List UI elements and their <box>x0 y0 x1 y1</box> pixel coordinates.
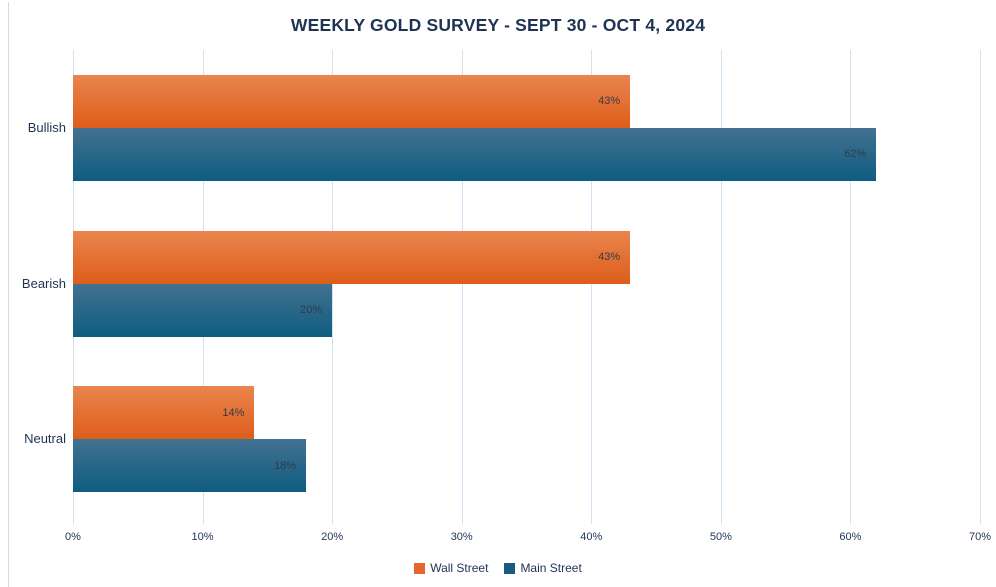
bar-main-street-neutral: 18% <box>73 439 307 493</box>
category-label-bullish: Bullish <box>27 119 66 135</box>
category-label-neutral: Neutral <box>24 431 66 447</box>
bar-wall-street-neutral: 14% <box>73 386 255 440</box>
bar-value-label: 18% <box>274 459 297 472</box>
gridline-60- <box>850 50 852 524</box>
bar-main-street-bullish: 62% <box>73 127 877 181</box>
legend: Wall Street Main Street <box>0 561 996 575</box>
legend-label-main-street: Main Street <box>520 561 582 575</box>
chart-left-border-line <box>8 2 9 587</box>
gridline-50- <box>720 50 722 524</box>
bar-value-label: 62% <box>844 148 867 161</box>
x-tick-label-10-: 10% <box>191 531 214 543</box>
gridline-70- <box>980 50 981 524</box>
legend-item-wall-street: Wall Street <box>414 561 488 575</box>
x-tick-label-20-: 20% <box>321 531 344 543</box>
x-tick-label-50-: 50% <box>709 531 732 543</box>
bar-value-label: 43% <box>598 95 621 108</box>
legend-swatch-main-street <box>504 562 516 574</box>
x-tick-label-60-: 60% <box>839 531 862 543</box>
x-tick-label-40-: 40% <box>580 531 603 543</box>
category-label-bearish: Bearish <box>21 275 66 291</box>
bar-wall-street-bearish: 43% <box>73 230 631 284</box>
bar-value-label: 43% <box>598 251 621 263</box>
x-tick-label-30-: 30% <box>450 531 473 543</box>
gridline-40- <box>591 50 593 524</box>
x-tick-label-70-: 70% <box>968 531 992 543</box>
gridline-20- <box>332 50 334 524</box>
bar-wall-street-bullish: 43% <box>73 74 631 128</box>
bar-value-label: 14% <box>222 406 245 419</box>
plot-area: 43% 62% 43% 20% 14% 18% <box>73 50 981 524</box>
gridline-30- <box>461 50 463 524</box>
bar-value-label: 20% <box>300 304 323 316</box>
chart-title: WEEKLY GOLD SURVEY - SEPT 30 - OCT 4, 20… <box>290 15 706 35</box>
legend-label-wall-street: Wall Street <box>430 561 489 575</box>
legend-item-main-street: Main Street <box>504 561 582 575</box>
x-tick-label-0-: 0% <box>65 531 81 543</box>
bar-main-street-bearish: 20% <box>73 283 333 337</box>
legend-swatch-wall-street <box>414 562 426 574</box>
